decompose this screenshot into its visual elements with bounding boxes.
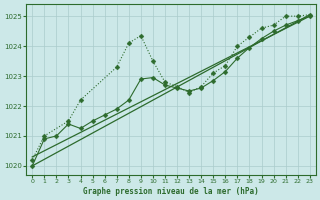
X-axis label: Graphe pression niveau de la mer (hPa): Graphe pression niveau de la mer (hPa) xyxy=(83,187,259,196)
